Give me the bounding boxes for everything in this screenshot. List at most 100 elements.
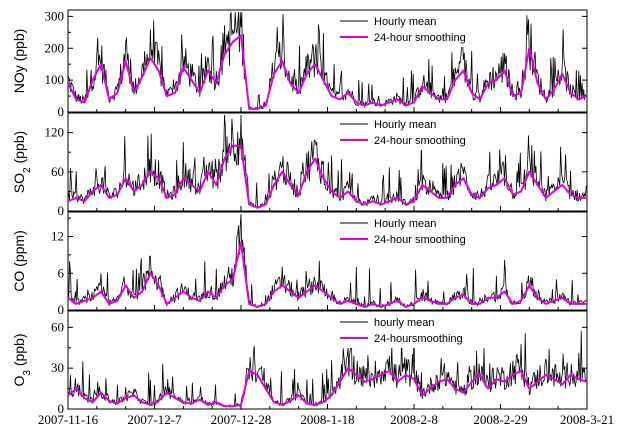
panel-o3: 0 30 60 O3 (ppb) hourly mean 24-hoursmoothing [11,310,588,416]
smoothed-point [446,378,448,380]
smoothed-point [182,401,185,404]
smoothed-point [215,401,218,404]
smoothed-point [520,91,522,94]
y-axis-label: SO2 (ppb) [11,131,33,193]
smoothed-point [182,66,185,69]
smoothed-point [487,296,490,299]
smoothed-point [544,197,547,199]
y-tick-label: 0 [58,302,65,317]
smoothed-point [586,95,588,97]
smoothed-point [355,101,358,104]
smoothed-point [495,183,498,186]
x-tick-label: 2007-12-7 [127,412,182,427]
smoothed-point [437,302,440,305]
smoothed-point [569,91,572,94]
smoothed-point [108,302,111,305]
legend-bg [336,314,486,348]
y-tick-label: 30 [51,360,64,375]
smoothed-point [141,290,144,293]
smoothed-point [495,79,498,82]
smoothed-point [116,193,119,196]
smoothed-point [371,101,374,104]
smoothed-point [553,190,555,193]
smoothed-point [264,302,267,305]
smoothed-point [289,290,292,293]
smoothed-point [413,101,415,104]
smoothed-point [503,69,506,72]
smoothed-point [124,177,127,180]
smoothed-point [198,190,201,193]
smoothed-point [190,296,193,299]
smoothed-point [446,98,448,101]
smoothed-point [306,72,308,75]
smoothed-point [116,299,119,302]
smoothed-point [83,101,86,104]
smoothed-point [100,391,102,394]
smoothed-point [462,391,465,394]
smoothed-point [264,104,267,107]
plot-frame [67,310,588,410]
smoothed-point [437,197,440,199]
smoothed-point [108,197,111,199]
y-tick-label: 120 [45,125,65,140]
smoothed-point [174,397,176,400]
smoothed-point [240,34,242,37]
smoothed-point [91,296,94,299]
smoothed-point [116,402,119,405]
smoothed-point [198,398,201,401]
smoothed-point [182,290,185,293]
smoothed-point [174,193,176,196]
legend-label-smoothed: 24-hoursmoothing [374,333,463,345]
smoothed-point [487,82,490,85]
smoothed-point [404,203,407,206]
smoothed-point [380,203,382,206]
smoothed-point [215,183,218,186]
smoothed-point [190,79,193,82]
smoothed-point [561,296,564,299]
smoothed-point [231,40,234,43]
smoothed-point [264,387,267,390]
smoothed-point [371,378,374,380]
smoothed-point [67,394,69,397]
smoothed-point [248,302,251,305]
smoothed-point [586,197,588,199]
legend-label-hourly: hourly mean [374,317,435,329]
smoothed-point [83,397,86,400]
smoothed-point [511,374,514,376]
smoothed-point [91,79,94,82]
smoothed-point [273,290,275,293]
x-tick-label: 2008-2-8 [390,412,438,427]
legend-bg [336,13,486,47]
smoothed-point [75,98,78,101]
plot-frame [67,112,588,212]
smoothed-point [231,278,234,281]
smoothed-point [157,399,160,402]
smoothed-line [67,241,587,308]
y-tick-label: 300 [45,8,65,23]
smoothed-point [429,190,432,193]
smoothed-point [479,302,481,305]
smoothed-point [454,387,457,390]
smoothed-point [462,69,465,72]
smoothed-point [470,380,473,383]
smoothed-point [544,302,547,305]
smoothed-point [322,290,325,293]
panel-so2: 0 60 120 SO2 (ppb) Hourly mean 24-hour smooth… [11,112,588,218]
smoothed-point [396,380,399,383]
smoothed-point [487,387,490,390]
smoothed-point [404,306,407,308]
smoothed-point [454,296,457,299]
smoothed-point [470,91,473,94]
smoothed-point [544,374,547,376]
smoothed-point [83,299,86,302]
smoothed-point [231,144,234,147]
smoothed-point [503,177,506,180]
smoothed-point [149,170,152,173]
legend-label-hourly: Hourly mean [374,119,436,131]
smoothed-point [314,404,317,406]
smoothed-point [240,404,242,406]
smoothed-point [174,296,176,299]
y-axis-label: O3 (ppb) [11,333,33,386]
smoothed-point [586,380,588,383]
y-tick-label: 12 [51,229,64,244]
